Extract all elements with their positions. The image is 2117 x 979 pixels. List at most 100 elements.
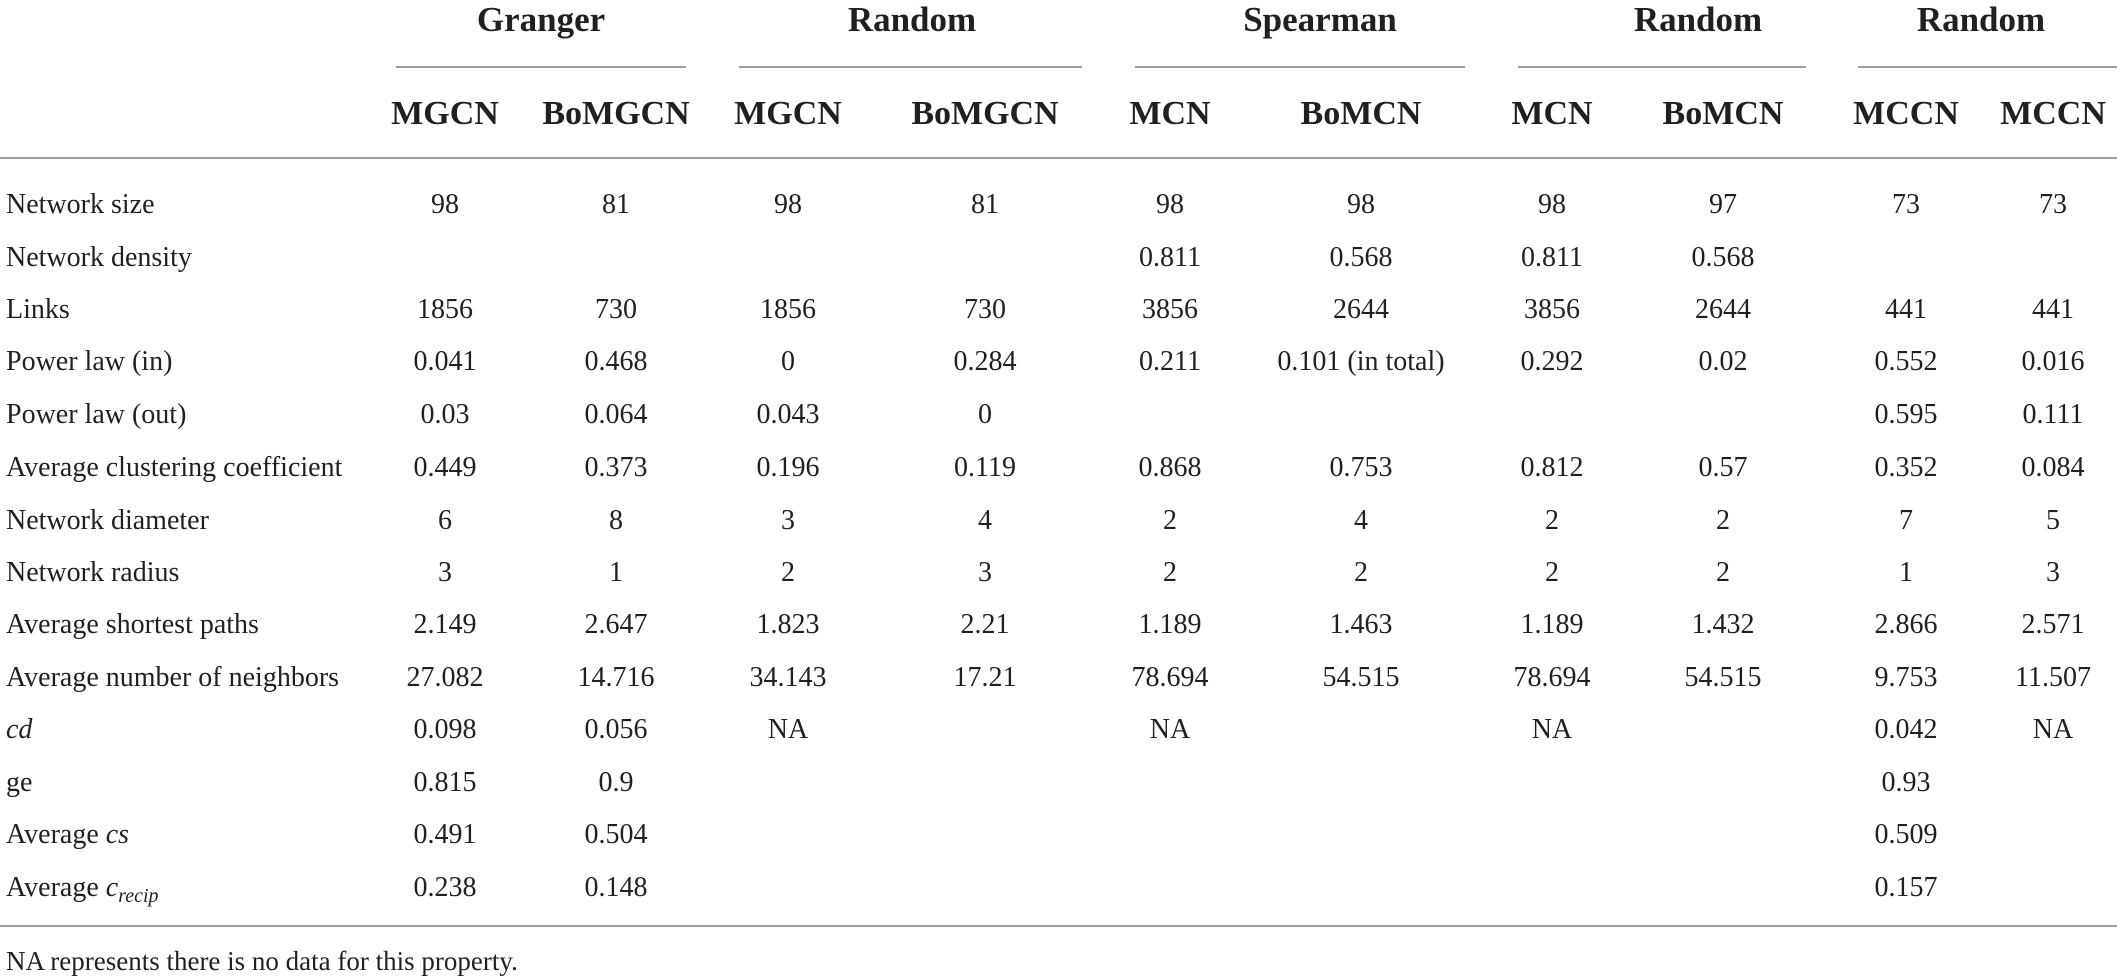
table-cell: 730 [595, 294, 637, 325]
row-label: Power law (in) [6, 346, 173, 377]
group-rule [396, 66, 686, 68]
table-cell: 0 [978, 399, 992, 430]
table-cell: 0.753 [1329, 452, 1393, 483]
table-cell: 0.491 [413, 819, 477, 850]
table-cell: 98 [1156, 189, 1184, 220]
row-label: Average clustering coefficient [6, 452, 343, 483]
group-header: Random [1633, 0, 1763, 39]
table-cell: 81 [971, 189, 999, 220]
row-label: Network radius [6, 557, 180, 588]
column-header: MGCN [734, 95, 842, 132]
table-cell: 0.449 [413, 452, 477, 483]
table-cell: 2 [1545, 505, 1559, 536]
table-cell: 81 [602, 189, 630, 220]
table-cell: 3856 [1142, 294, 1198, 325]
table-cell: 0.552 [1874, 346, 1938, 377]
table-cell: 0.016 [2021, 346, 2085, 377]
table-cell: 97 [1709, 189, 1737, 220]
row-label: Network density [6, 242, 192, 273]
column-header: BoMGCN [911, 95, 1059, 132]
bottom-rule [0, 925, 2117, 927]
table-cell: 0.468 [584, 346, 648, 377]
column-header: MCCN [1853, 95, 1959, 132]
table-cell: 78.694 [1131, 662, 1209, 693]
table-cell: 441 [2032, 294, 2074, 325]
table-cell: 0.238 [413, 872, 477, 903]
table-cell: 98 [1538, 189, 1566, 220]
table-cell: 0.064 [584, 399, 648, 430]
row-label: Average cs [6, 819, 130, 850]
table-cell: NA [1531, 714, 1573, 745]
row-label: ge [6, 767, 33, 798]
group-rule [1858, 66, 2117, 68]
table-cell: 3 [2046, 557, 2060, 588]
column-header: BoMCN [1300, 95, 1422, 132]
table-cell: NA [2032, 714, 2074, 745]
table-cell: 1856 [760, 294, 816, 325]
table-cell: 0.02 [1698, 346, 1748, 377]
table-cell: 2.571 [2021, 609, 2085, 640]
column-header: MCCN [2000, 95, 2106, 132]
table-cell: 2.21 [960, 609, 1010, 640]
column-header: BoMGCN [542, 95, 690, 132]
table-cell: 6 [438, 505, 452, 536]
table-cell: 7 [1899, 505, 1913, 536]
table-cell: 2.866 [1874, 609, 1938, 640]
table-cell: 0.211 [1139, 346, 1201, 377]
table-cell: 73 [2039, 189, 2067, 220]
table-cell: 27.082 [406, 662, 484, 693]
table-cell: 0.056 [584, 714, 648, 745]
group-header: Random [1916, 0, 2046, 39]
table-cell: 2.149 [413, 609, 477, 640]
table-cell: 0.196 [756, 452, 820, 483]
table-cell: 0.93 [1881, 767, 1931, 798]
table-cell: 0.042 [1874, 714, 1938, 745]
table-cell: 0.03 [420, 399, 470, 430]
table-cell: 0.041 [413, 346, 477, 377]
table-cell: 0.568 [1329, 242, 1393, 273]
table-cell: 441 [1885, 294, 1927, 325]
table-cell: 98 [431, 189, 459, 220]
table-cell: 73 [1892, 189, 1920, 220]
group-header: Spearman [1243, 0, 1397, 39]
row-label: Network size [6, 189, 155, 220]
table-cell: 1.189 [1138, 609, 1202, 640]
table-cell: NA [1149, 714, 1191, 745]
group-header: Granger [476, 0, 606, 39]
table-cell: 0.352 [1874, 452, 1938, 483]
table-cell: 0.111 [2022, 399, 2084, 430]
row-label: Network diameter [6, 505, 209, 536]
table-cell: 14.716 [577, 662, 655, 693]
table-cell: 0.284 [953, 346, 1017, 377]
table-cell: 730 [964, 294, 1006, 325]
footnote: NA represents there is no data for this … [6, 946, 518, 976]
column-header: MCN [1129, 95, 1211, 132]
table-cell: 2 [781, 557, 795, 588]
table-cell: 8 [609, 505, 623, 536]
table-cell: 1 [1899, 557, 1913, 588]
table-cell: 3 [438, 557, 452, 588]
group-rule [739, 66, 1082, 68]
row-label: Average shortest paths [6, 609, 259, 640]
table-cell: 0 [781, 346, 795, 377]
row-label: Links [6, 294, 70, 325]
table-cell: 0.568 [1691, 242, 1755, 273]
table-cell: 54.515 [1684, 662, 1762, 693]
table-cell: 0.098 [413, 714, 477, 745]
table-cell: 4 [978, 505, 992, 536]
table-cell: 0.595 [1874, 399, 1938, 430]
table-cell: 2644 [1695, 294, 1751, 325]
table-cell: 17.21 [953, 662, 1017, 693]
table-cell: 1.432 [1691, 609, 1755, 640]
table-cell: 0.119 [954, 452, 1016, 483]
column-header: BoMCN [1662, 95, 1784, 132]
table-cell: 2 [1545, 557, 1559, 588]
table-cell: 0.815 [413, 767, 477, 798]
table-cell: 0.157 [1874, 872, 1938, 903]
table-cell: 5 [2046, 505, 2060, 536]
table-cell: 0.811 [1521, 242, 1583, 273]
table-cell: 34.143 [749, 662, 827, 693]
group-header: Random [847, 0, 977, 39]
table-cell: 2644 [1333, 294, 1389, 325]
table-cell: 1.189 [1520, 609, 1584, 640]
